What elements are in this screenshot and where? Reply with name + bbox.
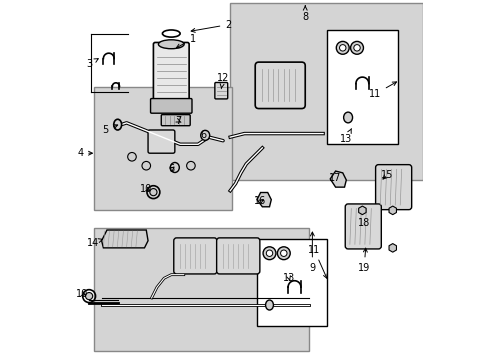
Text: 6: 6 bbox=[168, 164, 174, 174]
FancyBboxPatch shape bbox=[214, 82, 227, 99]
Text: 5: 5 bbox=[102, 125, 118, 135]
Text: 18: 18 bbox=[357, 218, 369, 228]
Text: 9: 9 bbox=[309, 232, 315, 273]
Text: 3: 3 bbox=[86, 59, 98, 69]
Bar bbox=[326, 30, 397, 144]
Text: 13: 13 bbox=[340, 129, 352, 144]
Bar bbox=[257, 239, 326, 327]
Circle shape bbox=[336, 41, 348, 54]
Text: 15: 15 bbox=[381, 170, 393, 180]
FancyBboxPatch shape bbox=[173, 238, 217, 274]
Text: 19: 19 bbox=[357, 248, 369, 273]
Polygon shape bbox=[257, 193, 271, 207]
Text: 12: 12 bbox=[217, 73, 229, 89]
FancyBboxPatch shape bbox=[216, 238, 259, 274]
Text: 6: 6 bbox=[200, 130, 206, 140]
Ellipse shape bbox=[170, 162, 179, 172]
FancyBboxPatch shape bbox=[153, 42, 189, 103]
Text: 10: 10 bbox=[76, 289, 88, 298]
Text: 16: 16 bbox=[254, 197, 266, 206]
Text: 8: 8 bbox=[302, 6, 307, 22]
Ellipse shape bbox=[265, 300, 273, 310]
FancyBboxPatch shape bbox=[161, 114, 190, 126]
Bar bbox=[230, 3, 422, 180]
Polygon shape bbox=[329, 171, 346, 187]
Circle shape bbox=[280, 250, 286, 256]
Ellipse shape bbox=[343, 112, 352, 123]
Circle shape bbox=[353, 45, 360, 51]
Circle shape bbox=[339, 45, 345, 51]
Ellipse shape bbox=[201, 130, 209, 140]
Text: 7: 7 bbox=[175, 116, 181, 126]
Circle shape bbox=[350, 41, 363, 54]
FancyBboxPatch shape bbox=[148, 130, 175, 153]
Ellipse shape bbox=[114, 119, 122, 130]
Circle shape bbox=[277, 247, 290, 260]
Circle shape bbox=[266, 250, 272, 256]
Polygon shape bbox=[102, 230, 148, 248]
FancyBboxPatch shape bbox=[345, 204, 381, 249]
Circle shape bbox=[127, 153, 136, 161]
Circle shape bbox=[149, 189, 157, 196]
Circle shape bbox=[186, 161, 195, 170]
FancyBboxPatch shape bbox=[150, 99, 192, 113]
Text: 10: 10 bbox=[140, 184, 152, 194]
Circle shape bbox=[142, 161, 150, 170]
Text: 11: 11 bbox=[307, 245, 326, 278]
Text: 17: 17 bbox=[329, 173, 341, 183]
Text: 4: 4 bbox=[77, 148, 92, 158]
Circle shape bbox=[263, 247, 275, 260]
Ellipse shape bbox=[158, 40, 184, 49]
Text: 11: 11 bbox=[368, 82, 396, 99]
Bar bbox=[94, 228, 308, 351]
Circle shape bbox=[85, 293, 93, 300]
Text: 2: 2 bbox=[191, 19, 231, 32]
FancyBboxPatch shape bbox=[255, 62, 305, 109]
FancyBboxPatch shape bbox=[375, 165, 411, 210]
Text: 1: 1 bbox=[176, 34, 195, 48]
Bar bbox=[94, 87, 231, 210]
Text: 14: 14 bbox=[87, 238, 102, 248]
Text: 13: 13 bbox=[283, 273, 295, 283]
